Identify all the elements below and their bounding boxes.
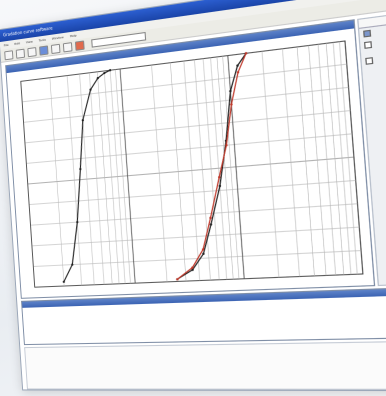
series-1-point — [82, 119, 84, 121]
grading-chart — [7, 28, 374, 297]
print-icon[interactable] — [39, 45, 48, 55]
series-3-point — [218, 176, 221, 179]
graph-panel — [5, 19, 375, 299]
save-icon[interactable] — [27, 47, 36, 57]
series-2-point — [219, 185, 222, 188]
series-line-1 — [50, 70, 125, 282]
series-2-point — [229, 90, 232, 93]
grid-line-vertical — [21, 81, 35, 287]
new-file-icon[interactable] — [4, 50, 13, 60]
series-line-3 — [162, 53, 263, 279]
open-file-icon[interactable] — [16, 48, 25, 58]
chart-grid — [21, 41, 363, 287]
group-option-checkbox[interactable] — [365, 57, 373, 65]
series-1-point — [76, 221, 78, 223]
series-1-point — [79, 168, 81, 170]
option-checkbox-2[interactable] — [364, 41, 372, 49]
grid-line-horizontal — [32, 227, 359, 246]
series-3-point — [209, 217, 212, 220]
bottom-panel — [24, 340, 386, 390]
grid-line-horizontal — [31, 204, 358, 225]
grid-line-horizontal — [28, 157, 354, 184]
option-checkbox-1[interactable] — [363, 30, 371, 38]
refresh-icon[interactable] — [63, 42, 73, 52]
series-line-2 — [162, 53, 263, 279]
series-2-point — [210, 223, 213, 226]
delete-icon[interactable] — [75, 40, 85, 50]
chart-icon[interactable] — [51, 43, 61, 53]
chart-curves — [49, 52, 264, 285]
chart-frame — [21, 41, 363, 287]
series-3-point — [230, 103, 233, 106]
